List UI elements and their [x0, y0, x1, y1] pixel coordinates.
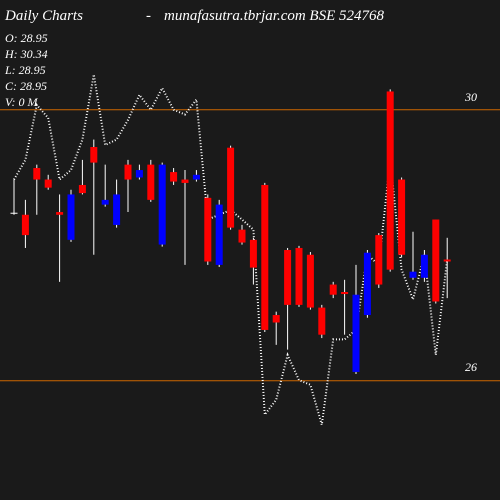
candle-body [329, 284, 337, 295]
candle-body [181, 179, 189, 183]
candle-body [341, 292, 349, 295]
candle-body [78, 184, 86, 194]
candle-body [215, 204, 223, 265]
chart-subtitle: munafasutra.tbrjar.com BSE 524768 [164, 8, 385, 24]
average-line [13, 74, 449, 426]
candle-body [192, 174, 200, 180]
candle-body [21, 214, 29, 236]
candle-body [124, 164, 132, 180]
candle-body [386, 91, 394, 270]
candle-body [261, 184, 269, 330]
candle-body [363, 252, 371, 316]
candle-body [227, 147, 235, 228]
candle-body [284, 250, 292, 305]
chart-title: Daily Charts [4, 8, 83, 24]
candle-body [158, 164, 166, 245]
ohlc-info: H: 30.34 [4, 47, 48, 61]
candle-body [204, 197, 212, 262]
candle-body [318, 307, 326, 335]
candle-body [432, 219, 440, 302]
y-tick-label: 26 [465, 360, 477, 374]
candle-body [33, 168, 41, 180]
candle-body [443, 259, 451, 262]
candle-body [147, 164, 155, 200]
ohlc-info: O: 28.95 [5, 31, 48, 45]
candle-body [44, 179, 52, 188]
ohlc-info: L: 28.95 [4, 63, 46, 77]
candle-body [272, 315, 280, 323]
separator: - [146, 8, 151, 24]
candle-body [56, 212, 64, 215]
candle-body [409, 271, 417, 278]
candle-body [113, 194, 121, 225]
candle-body [101, 199, 109, 205]
candle-body [135, 170, 143, 178]
candle-body [90, 147, 98, 163]
candle-body [170, 172, 178, 182]
candle-body [10, 212, 18, 214]
candle-body [375, 235, 383, 285]
candle-body [420, 254, 428, 278]
ohlc-info: C: 28.95 [5, 79, 47, 93]
candle-body [295, 247, 303, 305]
candle-body [67, 194, 75, 240]
candle-body [306, 254, 314, 308]
candle-body [238, 229, 246, 243]
ohlc-info: V: 0 M [5, 95, 39, 109]
candle-body [352, 294, 360, 372]
candle-body [398, 179, 406, 255]
y-tick-label: 30 [464, 90, 477, 104]
candle-body [249, 239, 257, 268]
